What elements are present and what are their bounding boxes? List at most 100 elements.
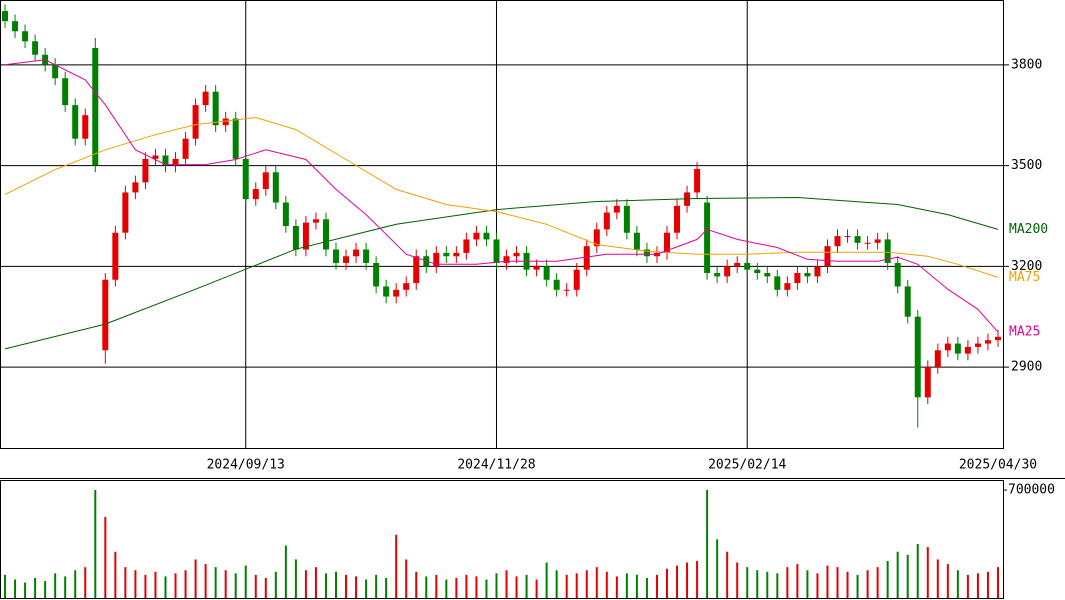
candle-body <box>623 205 630 233</box>
candle-body <box>553 279 560 290</box>
candle-body <box>613 205 620 213</box>
volume-bar <box>335 571 338 598</box>
volume-bar <box>846 571 849 598</box>
candle-body <box>694 168 701 193</box>
candle-body <box>252 189 259 200</box>
candle-body <box>413 256 420 284</box>
volume-bar <box>254 574 257 598</box>
x-tick-label: 2025/02/14 <box>708 458 786 473</box>
candle-body <box>874 239 881 243</box>
volume-bar <box>806 570 809 598</box>
volume-bar <box>395 534 398 598</box>
candle-body <box>764 273 771 277</box>
candle-body <box>92 48 99 166</box>
candle-body <box>964 346 971 354</box>
volume-bar <box>264 577 267 598</box>
x-tick-label: 2025/04/30 <box>959 458 1037 473</box>
candle-body <box>52 64 59 79</box>
candle-body <box>473 232 480 240</box>
candle-body <box>754 269 761 274</box>
candle-body <box>744 262 751 270</box>
candle-body <box>433 252 440 267</box>
ma-line <box>4 196 999 350</box>
candle-body <box>2 11 9 22</box>
volume-bar <box>385 577 388 598</box>
volume-bar <box>214 567 217 598</box>
candle-body <box>222 118 229 126</box>
volume-bar <box>986 571 989 598</box>
candle-body <box>864 242 871 244</box>
volume-bar <box>94 490 97 598</box>
volume-bar <box>966 574 969 598</box>
volume-bar <box>585 570 588 598</box>
volume-bar <box>164 576 167 598</box>
volume-bar <box>716 539 719 598</box>
candle-body <box>854 236 861 243</box>
candle-body <box>72 105 79 139</box>
volume-bar <box>304 570 307 598</box>
volume-bar <box>54 573 57 598</box>
volume-bar <box>274 571 277 598</box>
volume-frame <box>0 480 1004 599</box>
candle-body <box>182 138 189 159</box>
volume-bar <box>505 570 508 598</box>
volume-bar <box>866 570 869 598</box>
candle-body <box>543 266 550 280</box>
volume-bar <box>405 559 408 598</box>
candle-body <box>804 273 811 277</box>
volume-bar <box>776 573 779 598</box>
volume-bar <box>495 573 498 598</box>
volume-bar <box>345 574 348 598</box>
candle-body <box>312 219 319 223</box>
volume-bar <box>896 551 899 598</box>
volume-bar <box>746 567 749 598</box>
volume-bar <box>936 559 939 598</box>
volume-bar <box>445 579 448 598</box>
volume-bar <box>816 573 819 598</box>
candle-body <box>994 336 1001 341</box>
volume-bar <box>545 562 548 598</box>
candle-body <box>503 256 510 263</box>
candle-body <box>894 262 901 287</box>
candle-body <box>984 340 991 344</box>
candle-body <box>353 249 360 257</box>
candle-body <box>112 232 119 280</box>
volume-bar <box>355 576 358 598</box>
candle-body <box>714 273 721 277</box>
volume-bar <box>826 565 829 598</box>
volume-bar <box>114 551 117 598</box>
legend-label: MA200 <box>1009 222 1048 237</box>
candle-body <box>824 246 831 267</box>
candle-body <box>132 182 139 193</box>
candle-body <box>834 236 841 247</box>
candle-body <box>282 202 289 227</box>
candle-body <box>443 252 450 257</box>
y-tick-label: 3800 <box>1011 57 1042 72</box>
candle-body <box>774 276 781 290</box>
volume-bar <box>294 559 297 598</box>
x-tick-label: 2024/11/28 <box>457 458 535 473</box>
candle-body <box>262 172 269 190</box>
volume-bar <box>184 570 187 598</box>
volume-bar <box>756 570 759 598</box>
volume-bar <box>736 562 739 598</box>
volume-bar <box>194 559 197 598</box>
volume-bar <box>124 567 127 598</box>
candle-body <box>302 222 309 250</box>
candle-body <box>403 283 410 290</box>
candle-body <box>734 262 741 267</box>
candle-body <box>593 229 600 247</box>
volume-bar <box>324 573 327 598</box>
volume-bar <box>465 574 468 598</box>
volume-bar <box>455 577 458 598</box>
volume-bar <box>84 567 87 598</box>
volume-bar <box>475 576 478 598</box>
candle-body <box>794 273 801 284</box>
candle-body <box>12 21 19 32</box>
candle-body <box>583 246 590 270</box>
candle-body <box>643 249 650 257</box>
volume-bar <box>555 570 558 598</box>
candle-body <box>322 219 329 250</box>
candle-body <box>784 283 791 290</box>
volume-bar <box>686 562 689 598</box>
